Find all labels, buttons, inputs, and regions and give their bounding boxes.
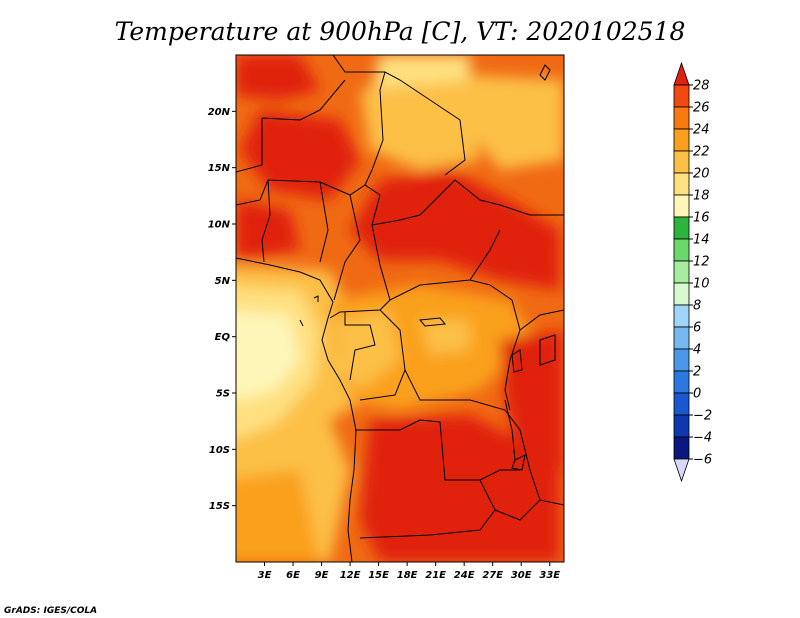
lon-tick-label: 24E [454,570,475,581]
lat-tick-label: 20N [208,107,231,118]
lon-tick-label: 3E [258,570,272,581]
colorbar-swatch [673,304,690,328]
colorbar-swatch [673,194,690,218]
map-axes: 20N 15N 10N 5N EQ 5S 10S 15S 3E 6E 9E 12E 15E 18E 21E 2… [208,107,561,581]
colorbar-swatch [673,150,690,174]
map-title: Temperature at 900hPa [C], VT: 202010251… [115,17,686,46]
lon-tick-label: 30E [511,570,532,581]
lon-tick-label: 21E [425,570,446,581]
lon-tick-label: 12E [340,570,361,581]
colorbar-level-label: 26 [693,101,710,116]
colorbar-level-label: 18 [693,189,710,204]
lat-tick-label: 10S [209,445,230,456]
colorbar-level-label: 8 [693,299,701,314]
colorbar-swatch [673,326,690,350]
colorbar-level-label: −6 [693,453,712,468]
lat-tick-label: 10N [208,220,231,231]
colorbar-level-label: −2 [693,409,712,424]
colorbar-swatch [673,282,690,306]
colorbar-swatch [673,84,690,108]
colorbar-swatch [673,216,690,240]
colorbar-swatch [673,238,690,262]
map-frame [235,54,565,563]
temperature-field [236,55,564,562]
colorbar-level-label: 16 [693,211,710,226]
colorbar-swatch [673,128,690,152]
colorbar-swatch [673,172,690,196]
colorbar-swatch [673,348,690,372]
colorbar-swatch [673,392,690,416]
colorbar-level-label: 2 [693,365,701,380]
colorbar-swatch [673,370,690,394]
lat-tick-label: 15S [209,501,230,512]
lon-tick-label: 18E [397,570,418,581]
lon-tick-label: 15E [368,570,389,581]
credit-label: GrADS: IGES/COLA [4,606,97,616]
lon-tick-label: 9E [315,570,329,581]
lat-tick-label: 5S [216,389,230,400]
lon-tick-label: 6E [286,570,300,581]
colorbar-level-label: 12 [693,255,710,270]
colorbar-level-label: 24 [693,123,710,138]
colorbar-level-label: 10 [693,277,710,292]
colorbar-level-label: −4 [693,431,712,446]
lat-tick-label: 5N [215,276,231,287]
lon-tick-label: 33E [539,570,560,581]
colorbar-level-label: 22 [693,145,710,160]
colorbar-swatch [673,106,690,130]
colorbar-level-label: 4 [693,343,701,358]
colorbar-level-label: 14 [693,233,710,248]
colorbar-swatch [673,414,690,438]
lat-tick-label: 15N [208,163,231,174]
colorbar-swatch [673,260,690,284]
lon-tick-label: 27E [482,570,503,581]
colorbar-arrow-bottom [673,458,690,483]
colorbar-level-label: 28 [693,79,710,94]
colorbar-arrow-top [673,61,690,86]
colorbar-level-label: 0 [693,387,701,402]
colorbar-level-label: 20 [693,167,710,182]
country-borders [236,55,564,562]
colorbar-level-label: 6 [693,321,701,336]
lat-tick-label: EQ [215,332,231,343]
colorbar-swatch [673,436,690,460]
